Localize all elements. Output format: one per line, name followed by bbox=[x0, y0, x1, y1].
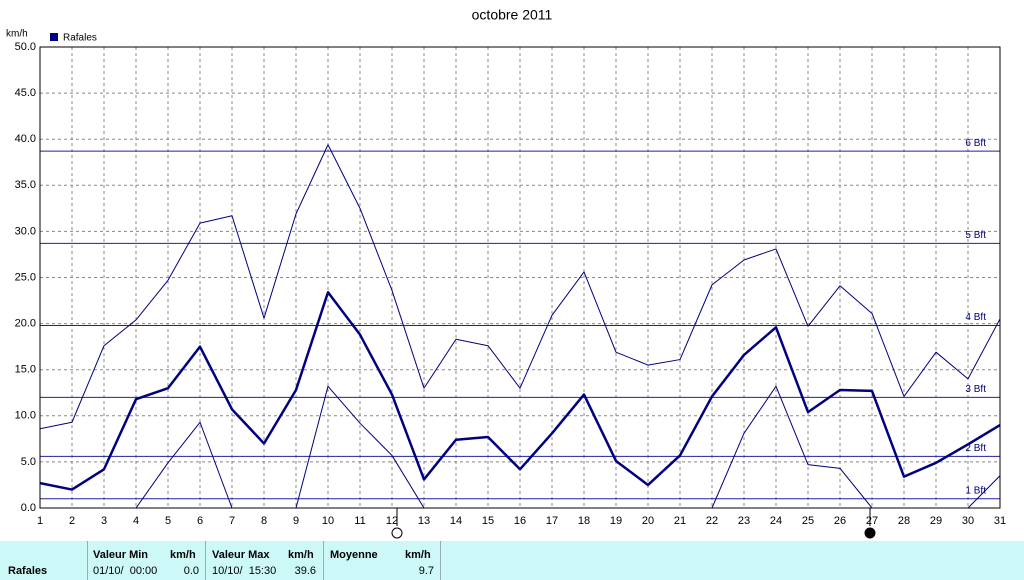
beaufort-label: 1 Bft bbox=[965, 485, 986, 496]
x-tick-label: 26 bbox=[834, 515, 846, 527]
beaufort-label: 2 Bft bbox=[965, 443, 986, 454]
unit: km/h bbox=[170, 549, 196, 561]
x-tick-label: 5 bbox=[165, 515, 171, 527]
x-tick-label: 14 bbox=[450, 515, 462, 527]
summary-table: Rafales Valeur Min km/h 01/10/ 00:00 0.0… bbox=[0, 541, 1024, 580]
separator bbox=[323, 541, 324, 580]
series-line bbox=[40, 385, 1000, 508]
y-tick-label: 20.0 bbox=[15, 318, 36, 330]
beaufort-lines: 1 Bft 2 Bft 3 Bft 4 Bft 5 Bft 6 Bft bbox=[40, 138, 1000, 500]
y-tick-label: 30.0 bbox=[15, 225, 36, 237]
beaufort-label: 6 Bft bbox=[965, 138, 986, 149]
x-tick-label: 15 bbox=[482, 515, 494, 527]
series-line bbox=[40, 144, 1000, 430]
row-label: Rafales bbox=[8, 565, 48, 577]
x-tick-label: 16 bbox=[514, 515, 526, 527]
beaufort-label: 5 Bft bbox=[965, 230, 986, 241]
x-tick-label: 31 bbox=[994, 515, 1006, 527]
x-tick-label: 10 bbox=[322, 515, 334, 527]
separator bbox=[205, 541, 206, 580]
x-tick-label: 13 bbox=[418, 515, 430, 527]
x-tick-label: 19 bbox=[610, 515, 622, 527]
x-tick-label: 30 bbox=[962, 515, 974, 527]
x-tick-label: 7 bbox=[229, 515, 235, 527]
chart-title: octobre 2011 bbox=[472, 7, 553, 23]
chart: octobre 2011 km/h Rafales 1 Bft 2 Bft 3 Bf… bbox=[6, 7, 1006, 539]
x-tick-label: 6 bbox=[197, 515, 203, 527]
y-tick-label: 5.0 bbox=[21, 456, 36, 468]
x-tick-label: 12 bbox=[386, 515, 398, 527]
plot-frame bbox=[39, 46, 1001, 509]
series bbox=[40, 144, 1000, 508]
header: Moyenne bbox=[330, 549, 378, 561]
y-tick-label: 0.0 bbox=[21, 502, 36, 514]
x-tick-label: 8 bbox=[261, 515, 267, 527]
y-tick-label: 45.0 bbox=[15, 87, 36, 99]
separator bbox=[87, 541, 88, 580]
x-tick-label: 24 bbox=[770, 515, 782, 527]
x-tick-label: 2 bbox=[69, 515, 75, 527]
value: 39.6 bbox=[294, 565, 316, 577]
x-tick-label: 3 bbox=[101, 515, 107, 527]
series-line bbox=[40, 291, 1000, 491]
x-tick-label: 22 bbox=[706, 515, 718, 527]
header: Valeur Max bbox=[212, 549, 270, 561]
unit: km/h bbox=[288, 549, 314, 561]
x-tick-label: 20 bbox=[642, 515, 654, 527]
y-axis-label: km/h bbox=[6, 29, 28, 40]
x-tick-label: 11 bbox=[354, 515, 365, 527]
x-tick-label: 27 bbox=[866, 515, 878, 527]
x-tick-label: 1 bbox=[37, 515, 43, 527]
x-tick-label: 29 bbox=[930, 515, 942, 527]
x-tick-label: 25 bbox=[802, 515, 814, 527]
date: 10/10/ 15:30 bbox=[212, 565, 277, 577]
separator bbox=[440, 541, 441, 580]
beaufort-label: 4 Bft bbox=[965, 312, 986, 323]
value: 0.0 bbox=[183, 565, 199, 577]
grid bbox=[39, 46, 1001, 509]
x-tick-label: 18 bbox=[578, 515, 590, 527]
full-moon-icon bbox=[391, 527, 403, 539]
legend-swatch bbox=[50, 33, 58, 41]
y-tick-label: 15.0 bbox=[15, 364, 36, 376]
header: Valeur Min bbox=[93, 549, 149, 561]
y-tick-label: 50.0 bbox=[15, 41, 36, 53]
x-tick-label: 4 bbox=[133, 515, 139, 527]
unit: km/h bbox=[405, 549, 431, 561]
value: 9.7 bbox=[418, 565, 434, 577]
y-tick-label: 25.0 bbox=[15, 271, 36, 283]
y-tick-label: 40.0 bbox=[15, 133, 36, 145]
legend-label: Rafales bbox=[63, 33, 97, 44]
x-tick-label: 28 bbox=[898, 515, 910, 527]
date: 01/10/ 00:00 bbox=[93, 565, 158, 577]
x-tick-label: 21 bbox=[674, 515, 686, 527]
beaufort-label: 3 Bft bbox=[965, 384, 986, 395]
new-moon-icon bbox=[864, 527, 876, 539]
y-tick-label: 35.0 bbox=[15, 179, 36, 191]
x-tick-label: 17 bbox=[546, 515, 558, 527]
x-tick-label: 23 bbox=[738, 515, 750, 527]
y-tick-label: 10.0 bbox=[15, 410, 36, 422]
x-tick-label: 9 bbox=[293, 515, 299, 527]
